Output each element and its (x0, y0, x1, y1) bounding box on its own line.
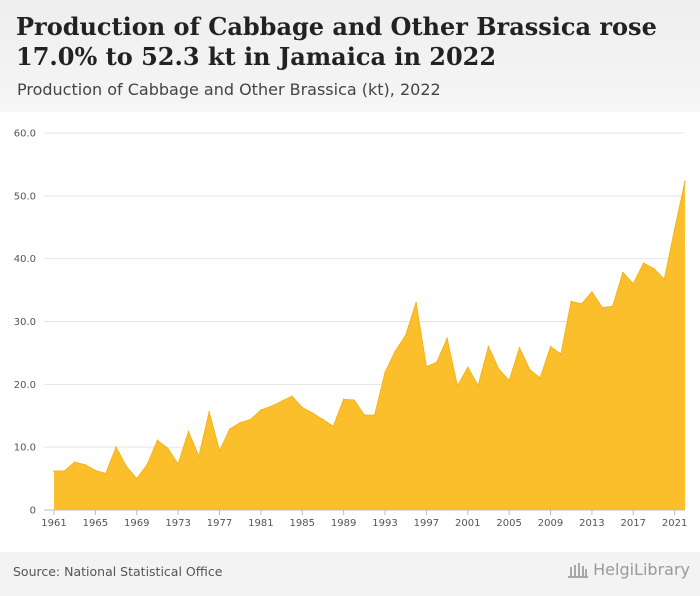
data-point (125, 465, 128, 468)
data-point (518, 347, 521, 349)
data-point (508, 379, 510, 382)
data-point (446, 337, 448, 340)
area-fill (54, 181, 685, 510)
data-point (663, 278, 666, 281)
chart-subtitle: Production of Cabbage and Other Brassica… (17, 80, 441, 99)
x-tick-label: 1989 (331, 518, 356, 529)
data-point (549, 345, 552, 348)
data-point (311, 412, 314, 415)
data-point (229, 428, 231, 430)
data-point (435, 361, 438, 364)
data-point (322, 418, 324, 421)
data-point (570, 300, 573, 303)
x-tick-label: 1973 (165, 518, 190, 529)
brand-mark[interactable]: HelgiLibrary (567, 560, 690, 579)
y-tick-label: 10.0 (14, 443, 36, 454)
brand-name: HelgiLibrary (593, 560, 690, 579)
x-tick-label: 1981 (248, 518, 273, 529)
data-point (73, 461, 76, 464)
data-point (218, 450, 221, 452)
data-point (353, 399, 355, 401)
x-tick-label: 2009 (538, 518, 563, 529)
data-point (260, 409, 262, 411)
x-tick-label: 1977 (207, 518, 232, 529)
x-tick-label: 1993 (372, 518, 397, 529)
data-point (332, 425, 335, 428)
y-tick-label: 20.0 (14, 380, 36, 391)
data-point (498, 368, 500, 371)
data-point (642, 262, 645, 264)
data-point (539, 377, 541, 379)
data-point (239, 421, 241, 424)
data-point (456, 385, 459, 388)
data-point (301, 406, 304, 409)
data-point (580, 303, 583, 305)
x-tick-label: 1997 (414, 518, 439, 529)
footer-band: Source: National Statistical Office Helg… (0, 552, 700, 596)
data-point (115, 446, 117, 448)
source-note: Source: National Statistical Office (13, 564, 223, 579)
data-point (394, 350, 397, 352)
y-axis-ticks: 0 10.0 20.0 30.0 40.0 50.0 60.0 (14, 129, 36, 517)
y-tick-label: 30.0 (14, 317, 36, 328)
y-tick-label: 50.0 (14, 191, 36, 202)
data-point (653, 267, 655, 270)
chart-title: Production of Cabbage and Other Brassica… (16, 12, 657, 71)
data-point (611, 305, 614, 308)
data-point (63, 470, 66, 472)
y-tick-label: 60.0 (14, 129, 36, 140)
data-point (363, 414, 366, 416)
data-point (477, 384, 479, 387)
x-tick-label: 2001 (455, 518, 480, 529)
x-axis: 1961 1965 1969 1973 1977 1981 1985 1989 1993 1997… (41, 509, 687, 529)
data-point (487, 345, 490, 348)
data-point (104, 472, 107, 475)
x-tick-label: 1969 (124, 518, 149, 529)
data-point (415, 301, 417, 304)
data-point (84, 463, 86, 466)
header-band: Production of Cabbage and Other Brassica… (0, 0, 700, 112)
area-chart: 010.020.030.040.050.060.0 1961 1965 1969 19… (14, 129, 688, 530)
data-point (622, 271, 624, 274)
x-tick-label: 2013 (579, 518, 604, 529)
area-line (54, 181, 686, 480)
x-tick-label: 2005 (496, 518, 521, 529)
data-point (94, 469, 97, 472)
data-point (198, 455, 200, 458)
data-point (560, 353, 562, 355)
data-point (425, 365, 428, 368)
data-point (291, 395, 293, 398)
data-point (270, 405, 273, 408)
data-point (146, 463, 148, 466)
data-point (466, 366, 469, 369)
x-tick-label: 1985 (290, 518, 315, 529)
data-point (53, 470, 55, 472)
data-point (404, 334, 407, 337)
data-point (673, 228, 676, 230)
x-tick-label: 2021 (662, 518, 687, 529)
data-point (280, 400, 283, 403)
x-tick-label: 2017 (621, 518, 646, 529)
data-point (684, 180, 686, 183)
data-point (601, 306, 604, 309)
data-point (208, 411, 210, 413)
data-point (373, 414, 376, 416)
data-point (591, 291, 593, 293)
data-point (384, 371, 386, 374)
x-tick-label: 1961 (41, 518, 66, 529)
y-tick-label: 0 (30, 506, 36, 517)
data-point (135, 477, 138, 480)
library-building-icon (568, 562, 589, 578)
x-tick-label: 1965 (83, 518, 108, 529)
data-point (187, 430, 190, 433)
data-point (529, 369, 531, 371)
data-point (342, 398, 345, 401)
data-point (177, 463, 179, 465)
data-point (249, 418, 252, 421)
data-point (166, 447, 169, 450)
data-point (156, 439, 159, 442)
area-series (53, 180, 686, 510)
data-point (632, 283, 635, 285)
y-tick-label: 40.0 (14, 254, 36, 265)
